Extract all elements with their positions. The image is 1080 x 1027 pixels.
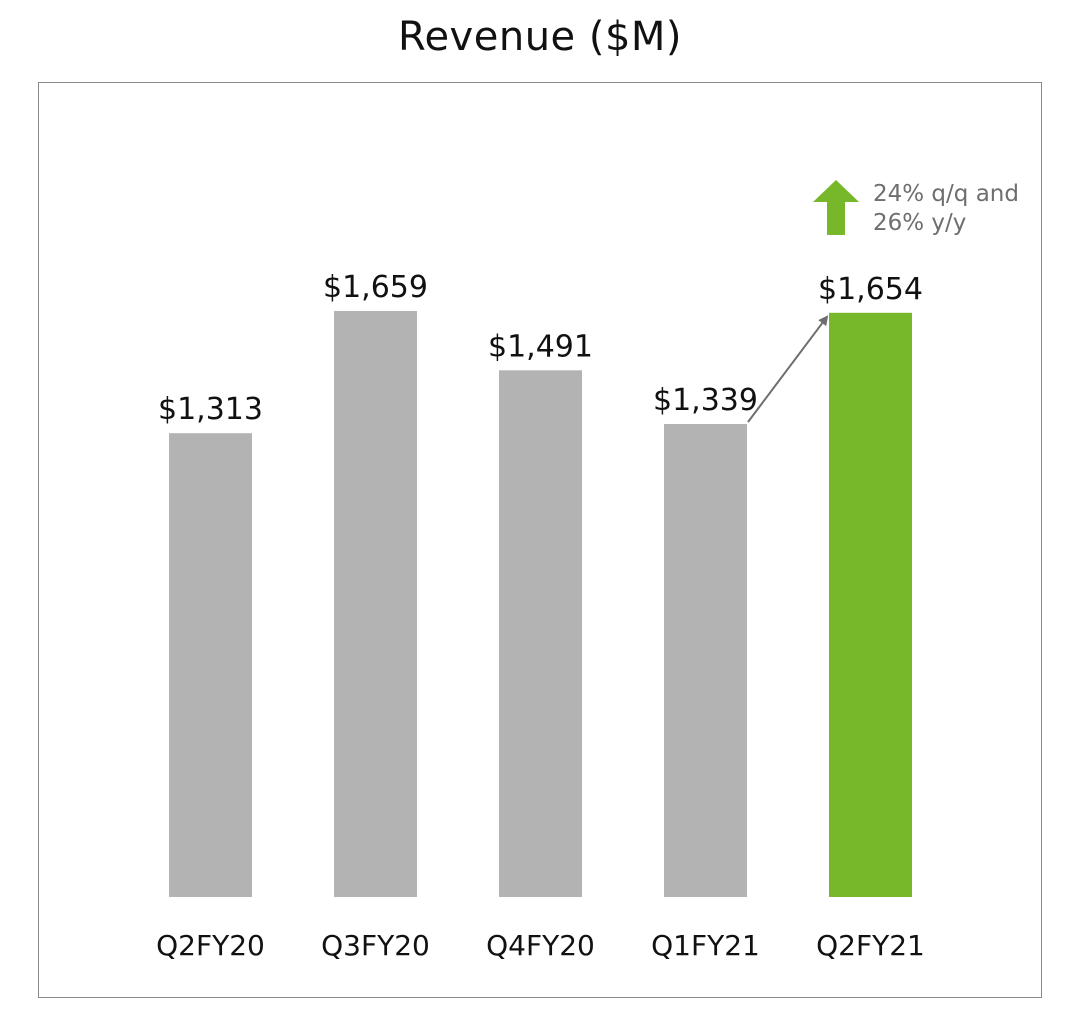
x-tick-label-q2fy20: Q2FY20 [156, 929, 265, 962]
bar-q2fy21 [829, 312, 912, 897]
bar-q2fy20 [169, 433, 252, 897]
x-tick-labels-group: Q2FY20 Q3FY20 Q4FY20 Q1FY21 Q2FY21 [156, 929, 925, 962]
growth-connector-arrow [747, 315, 829, 423]
chart-title: Revenue ($M) [397, 14, 683, 60]
bars-group [169, 311, 912, 897]
x-tick-label-q3fy20: Q3FY20 [321, 929, 430, 962]
bar-q1fy21 [664, 424, 747, 897]
x-tick-label-q4fy20: Q4FY20 [486, 929, 595, 962]
value-label-q2fy20: $1,313 [158, 392, 263, 427]
value-labels-group: $1,313 $1,659 $1,491 $1,339 $1,654 [158, 270, 923, 427]
plot-frame [38, 82, 1042, 998]
growth-annotation-line1: 24% q/q and [873, 181, 1019, 207]
value-label-q1fy21: $1,339 [653, 383, 758, 418]
annotation-group: 24% q/q and 26% y/y [747, 180, 1019, 423]
bar-q4fy20 [499, 370, 582, 897]
bar-q3fy20 [334, 311, 417, 897]
value-label-q2fy21: $1,654 [818, 272, 923, 307]
up-arrow-icon [813, 180, 859, 235]
x-tick-label-q2fy21: Q2FY21 [816, 929, 925, 962]
growth-annotation-line2: 26% y/y [873, 210, 966, 236]
x-tick-label-q1fy21: Q1FY21 [651, 929, 760, 962]
value-label-q3fy20: $1,659 [323, 270, 428, 305]
value-label-q4fy20: $1,491 [488, 329, 593, 364]
